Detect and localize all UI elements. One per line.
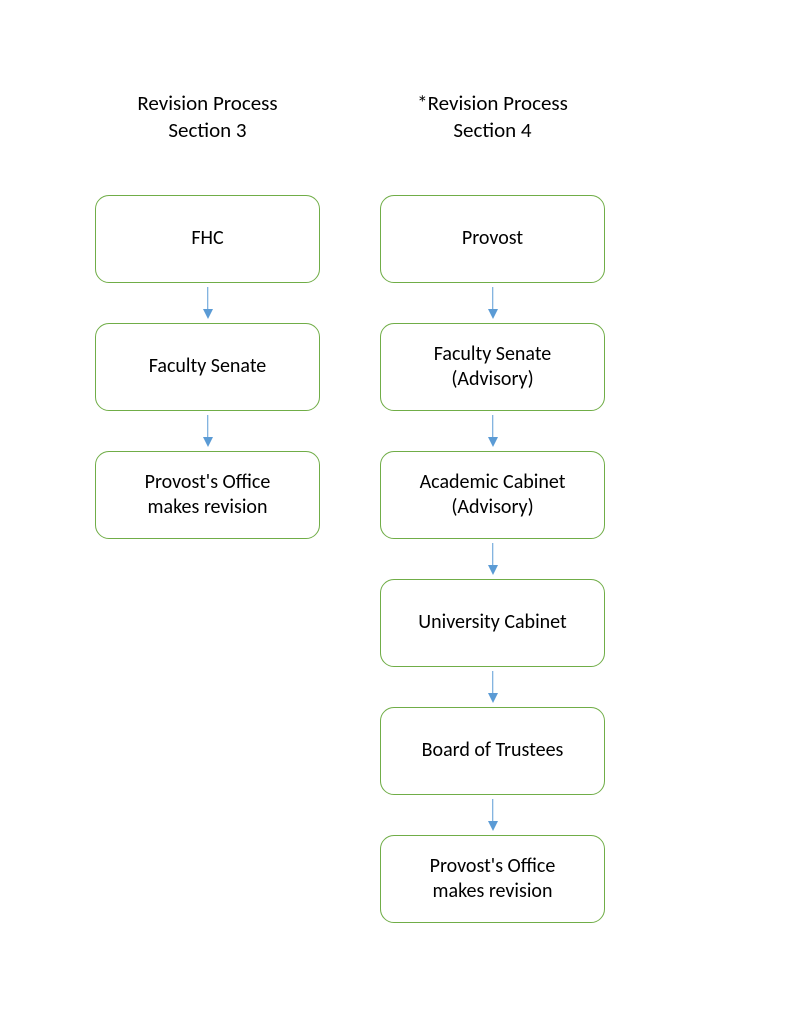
- column-section-4: *Revision Process Section 4 Provost Facu…: [380, 90, 605, 923]
- node-label: Faculty Senate: [149, 354, 267, 379]
- flowchart-node: Provost: [380, 195, 605, 283]
- arrow-down-icon: [492, 543, 494, 575]
- flowchart-node: Board of Trustees: [380, 707, 605, 795]
- node-label: Provost: [462, 226, 523, 251]
- flowchart-container: Revision Process Section 3 FHC Faculty S…: [0, 0, 791, 923]
- flowchart-node: Academic Cabinet (Advisory): [380, 451, 605, 539]
- node-label: Academic Cabinet (Advisory): [420, 470, 566, 520]
- flowchart-node: Provost's Office makes revision: [380, 835, 605, 923]
- arrow-down-icon: [492, 799, 494, 831]
- flowchart-node: Provost's Office makes revision: [95, 451, 320, 539]
- arrow-down-icon: [207, 287, 209, 319]
- node-label: Provost's Office makes revision: [430, 854, 556, 904]
- node-label: FHC: [191, 226, 223, 251]
- node-label: Provost's Office makes revision: [145, 470, 271, 520]
- flowchart-node: Faculty Senate (Advisory): [380, 323, 605, 411]
- flowchart-node: University Cabinet: [380, 579, 605, 667]
- arrow-down-icon: [207, 415, 209, 447]
- node-label: Faculty Senate (Advisory): [434, 342, 552, 392]
- node-label: University Cabinet: [418, 610, 566, 635]
- arrow-down-icon: [492, 671, 494, 703]
- flowchart-node: Faculty Senate: [95, 323, 320, 411]
- node-label: Board of Trustees: [422, 738, 564, 763]
- flowchart-node: FHC: [95, 195, 320, 283]
- column-section-3: Revision Process Section 3 FHC Faculty S…: [95, 90, 320, 923]
- arrow-down-icon: [492, 415, 494, 447]
- column-title: *Revision Process Section 4: [417, 90, 568, 145]
- arrow-down-icon: [492, 287, 494, 319]
- column-title: Revision Process Section 3: [137, 90, 277, 145]
